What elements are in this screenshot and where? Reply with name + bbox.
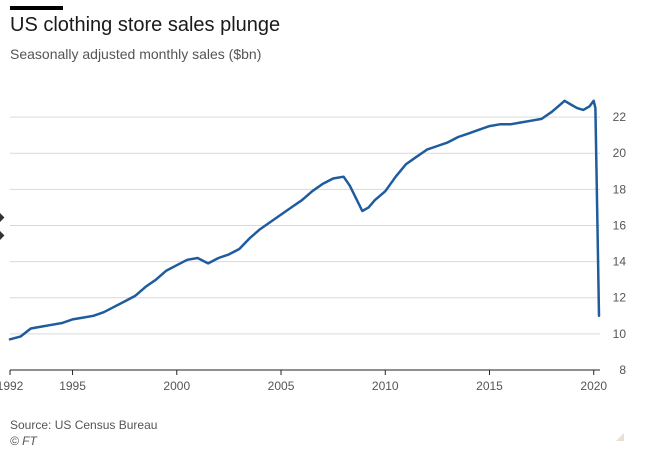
y-tick-label: 10 — [613, 327, 627, 341]
y-tick-label: 12 — [613, 291, 627, 305]
y-tick-label: 8 — [619, 363, 626, 377]
grid-lines — [10, 116, 600, 335]
y-tick-label: 20 — [613, 146, 627, 160]
header-rule — [10, 6, 63, 10]
x-tick-label: 2010 — [372, 379, 399, 393]
source-note: Source: US Census Bureau — [10, 418, 158, 432]
y-tick-label: 14 — [613, 255, 627, 269]
x-tick-label: 2015 — [476, 379, 503, 393]
x-tick-label: 2000 — [163, 379, 190, 393]
credit-note: © FT — [10, 434, 37, 448]
x-tick-label: 2020 — [580, 379, 607, 393]
chart-subtitle: Seasonally adjusted monthly sales ($bn) — [10, 46, 262, 62]
series-line — [8, 99, 601, 341]
x-tick-label: 1995 — [59, 379, 86, 393]
y-axis: 8 10 12 14 16 18 20 22 — [613, 110, 627, 377]
x-tick-label: 1992 — [0, 379, 24, 393]
corner-fold-icon — [616, 433, 624, 441]
y-tick-label: 22 — [613, 110, 627, 124]
series-layer — [8, 99, 601, 341]
x-tick-label: 2005 — [268, 379, 295, 393]
y-tick-label: 18 — [613, 182, 627, 196]
y-tick-label: 16 — [613, 218, 627, 232]
x-axis: 1992 1995 2000 2005 2010 2015 2020 — [0, 369, 607, 393]
chart-title: US clothing store sales plunge — [10, 14, 281, 36]
